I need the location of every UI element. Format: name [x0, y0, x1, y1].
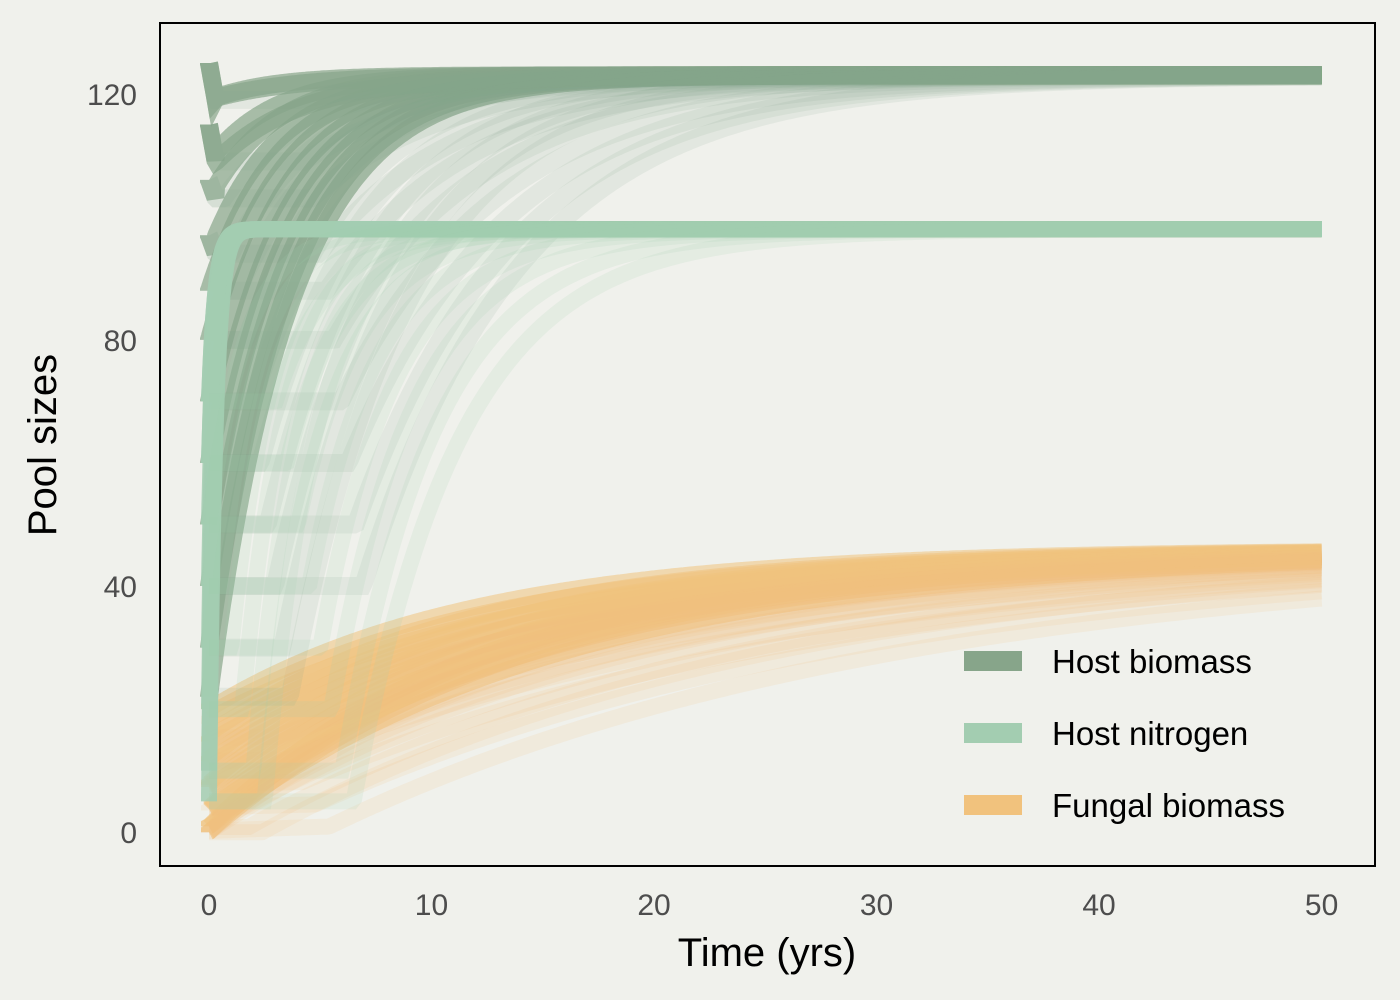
host-nitrogen-trajectory: [209, 221, 1322, 779]
fungal-biomass-trajectory: [201, 557, 1322, 758]
host-biomass-trajectory: [209, 67, 1322, 472]
host-biomass-trajectory: [200, 66, 1322, 208]
fungal-biomass-trajectory: [203, 560, 1322, 834]
host-nitrogen-trajectory: [209, 221, 1322, 594]
fungal-biomass-trajectory: [201, 553, 1322, 834]
x-tick-label: 0: [201, 889, 218, 922]
legend-label: Fungal biomass: [1052, 787, 1285, 824]
y-axis: 0 40 80 120: [87, 79, 137, 850]
fungal-biomass-trajectory: [205, 551, 1322, 753]
host-biomass-trajectory: [209, 66, 1322, 349]
host-nitrogen-trajectory: [209, 221, 1322, 718]
host-biomass-trajectory: [209, 66, 1322, 300]
legend-label: Host nitrogen: [1052, 715, 1248, 752]
host-nitrogen-trajectory: [209, 221, 1322, 533]
host-nitrogen-trajectory: [209, 221, 1322, 718]
x-tick-label: 10: [415, 889, 448, 922]
x-tick-label: 40: [1082, 889, 1115, 922]
fungal-biomass-trajectory: [201, 553, 1322, 775]
plot-border: [159, 22, 1376, 867]
host-nitrogen-trajectory: [209, 221, 1322, 779]
fungal-biomass-trajectory: [201, 554, 1322, 840]
host-nitrogen-trajectory: [209, 221, 1322, 410]
host-nitrogen-trajectory: [201, 221, 1322, 463]
legend-swatch: [964, 651, 1022, 671]
host-biomass-trajectory: [200, 66, 1322, 263]
host-nitrogen-trajectory: [209, 221, 1322, 656]
fungal-biomass-trajectory: [208, 571, 1322, 769]
legend: Host biomass Host nitrogen Fungal biomass: [964, 643, 1285, 824]
fungal-biomass-trajectory: [201, 561, 1322, 840]
host-nitrogen-trajectory: [209, 221, 1322, 810]
host-biomass-trajectory: [200, 66, 1322, 208]
host-biomass-trajectory: [209, 67, 1322, 595]
host-nitrogen-trajectory: [209, 221, 1322, 471]
x-axis-title: Time (yrs): [678, 931, 856, 975]
x-tick-label: 20: [637, 889, 670, 922]
host-nitrogen-trajectory: [209, 221, 1322, 656]
fungal-biomass-trajectory: [209, 575, 1323, 841]
y-axis-title: Pool sizes: [21, 354, 65, 536]
host-biomass-trajectory: [200, 66, 1322, 171]
y-tick-label: 40: [104, 571, 137, 604]
fungal-biomass-trajectory: [208, 590, 1323, 839]
y-tick-label: 0: [120, 817, 137, 850]
host-biomass-trajectory: [209, 66, 1322, 411]
fungal-biomass-trajectory: [204, 555, 1322, 796]
x-axis: 0 10 20 30 40 50: [201, 889, 1339, 922]
fungal-biomass-trajectory: [209, 563, 1322, 799]
fungal-biomass-trajectory: [206, 576, 1323, 793]
fungal-biomass-trajectory: [209, 568, 1323, 820]
host-biomass-trajectory: [209, 66, 1322, 534]
fungal-biomass-trajectory: [205, 554, 1322, 737]
trajectory-layer: [200, 61, 1323, 841]
host-biomass-trajectory: [200, 66, 1322, 263]
host-biomass-trajectory: [200, 61, 1322, 109]
host-biomass-trajectory: [209, 66, 1322, 657]
host-biomass-trajectory: [209, 66, 1322, 595]
host-biomass-trajectory: [209, 67, 1322, 411]
host-nitrogen-trajectory: [209, 221, 1322, 594]
legend-swatch: [964, 723, 1022, 743]
fungal-biomass-trajectory: [205, 560, 1322, 778]
fungal-biomass-trajectory: [201, 557, 1322, 818]
host-biomass-trajectory: [209, 66, 1322, 706]
host-biomass-trajectory: [200, 66, 1322, 175]
host-nitrogen-trajectory: [201, 221, 1322, 526]
legend-swatch: [964, 795, 1022, 815]
legend-label: Host biomass: [1052, 643, 1252, 680]
fungal-biomass-trajectory: [209, 565, 1322, 746]
series-fungal-biomass: [201, 543, 1323, 841]
x-tick-label: 50: [1305, 889, 1338, 922]
host-biomass-trajectory: [209, 66, 1322, 472]
fungal-biomass-trajectory: [201, 549, 1322, 732]
host-nitrogen-trajectory: [209, 221, 1322, 810]
x-tick-label: 30: [860, 889, 893, 922]
series-host-biomass: [200, 61, 1322, 706]
host-biomass-trajectory: [209, 66, 1322, 349]
y-tick-label: 80: [104, 325, 137, 358]
fungal-biomass-trajectory: [209, 583, 1323, 816]
fungal-biomass-trajectory: [209, 572, 1322, 835]
host-biomass-trajectory: [209, 67, 1322, 534]
y-tick-label: 120: [87, 79, 137, 112]
series-host-nitrogen: [201, 221, 1322, 810]
